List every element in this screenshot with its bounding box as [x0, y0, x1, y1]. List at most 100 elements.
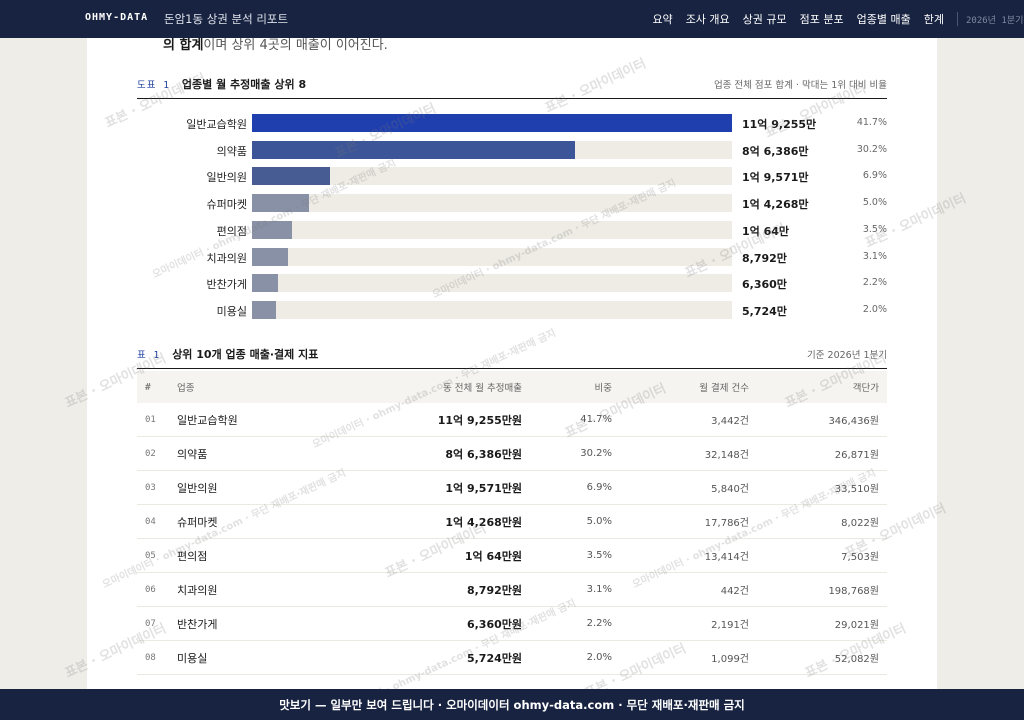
bar-track: [252, 167, 732, 186]
table-row: 03 일반의원 1억 9,571만원 6.9% 5,840건 33,510원: [137, 471, 887, 505]
row-index: 06: [145, 584, 156, 595]
bar-value-label: 8억 6,386만: [742, 144, 809, 158]
bar-share-label: 2.2%: [862, 277, 887, 289]
bar-category-label: 반찬가게: [206, 278, 247, 292]
row-count: 17,786건: [704, 518, 749, 529]
row-avg-price: 29,021원: [834, 620, 879, 631]
th-share: 비중: [594, 383, 612, 394]
row-category: 미용실: [177, 651, 208, 665]
nav-link-sales[interactable]: 업종별 매출: [856, 13, 911, 26]
row-avg-price: 8,022원: [841, 518, 879, 529]
table-row: 06 치과의원 8,792만원 3.1% 442건 198,768원: [137, 573, 887, 607]
table-header-row: # 업종 동 전체 월 추정매출 비중 월 결제 건수 객단가: [137, 371, 887, 403]
row-share: 3.1%: [586, 584, 612, 595]
metrics-table: # 업종 동 전체 월 추정매출 비중 월 결제 건수 객단가 01 일반교습학원…: [137, 371, 887, 675]
bar-share-label: 3.5%: [862, 223, 887, 235]
th-count: 월 결제 건수: [699, 383, 749, 394]
row-avg-price: 7,503원: [841, 552, 879, 563]
row-avg-price: 26,871원: [834, 450, 879, 461]
row-count: 2,191건: [711, 620, 749, 631]
row-share: 30.2%: [580, 448, 612, 459]
row-count: 1,099건: [711, 654, 749, 665]
bar-track: [252, 194, 732, 213]
row-sales: 6,360만원: [466, 617, 522, 631]
bar-share-label: 6.9%: [862, 170, 887, 182]
nav-divider: [957, 12, 958, 26]
bar-category-label: 미용실: [216, 304, 247, 318]
bar-row: 편의점 1억 64만 3.5%: [137, 220, 887, 239]
nav-link-limits[interactable]: 한계: [923, 13, 944, 26]
brand-logo[interactable]: OHMY-DATA: [85, 12, 149, 23]
bar-share-label: 2.0%: [862, 303, 887, 315]
bar-row: 의약품 8억 6,386만 30.2%: [137, 140, 887, 159]
bar-track: [252, 220, 732, 239]
bar-row: 치과의원 8,792만 3.1%: [137, 247, 887, 266]
row-category: 의약품: [177, 447, 208, 461]
nav-link-scale[interactable]: 상권 규모: [742, 13, 787, 26]
nav-link-distribution[interactable]: 점포 분포: [799, 13, 844, 26]
bar: [252, 274, 279, 293]
row-sales: 1억 4,268만원: [445, 515, 522, 529]
report-title: 돈암1동 상권 분석 리포트: [164, 12, 289, 26]
th-sales: 동 전체 월 추정매출: [443, 383, 522, 394]
row-category: 슈퍼마켓: [177, 515, 218, 529]
row-share: 3.5%: [586, 550, 612, 561]
row-count: 442건: [720, 586, 749, 597]
row-category: 편의점: [177, 549, 208, 563]
row-sales: 1억 9,571만원: [445, 481, 522, 495]
bar: [252, 194, 310, 213]
row-sales: 8억 6,386만원: [445, 447, 522, 461]
row-avg-price: 33,510원: [834, 484, 879, 495]
table-row: 02 의약품 8억 6,386만원 30.2% 32,148건 26,871원: [137, 437, 887, 471]
bar: [252, 114, 732, 132]
bar: [252, 140, 575, 159]
bar-row: 일반교습학원 11억 9,255만 41.7%: [137, 114, 887, 132]
row-sales: 1억 64만원: [464, 549, 522, 563]
nav-period: 2026년 1분기: [966, 15, 1024, 26]
top-nav: OHMY-DATA 돈암1동 상권 분석 리포트 요약 조사 개요 상권 규모 …: [0, 0, 1024, 38]
intro-text: 의 합계이며 상위 4곳의 매출이 이어진다.: [163, 38, 388, 53]
table-row: 04 슈퍼마켓 1억 4,268만원 5.0% 17,786건 8,022원: [137, 505, 887, 539]
row-index: 05: [145, 550, 156, 561]
report-paper: 의 합계이며 상위 4곳의 매출이 이어진다. 도표 1 업종별 월 추정매출 …: [87, 38, 937, 690]
row-index: 04: [145, 516, 156, 527]
bar-row: 일반의원 1억 9,571만 6.9%: [137, 167, 887, 186]
figure1-tag: 도표 1: [137, 80, 170, 91]
row-category: 일반의원: [177, 481, 218, 495]
intro-rest: 이며 상위 4곳의 매출이 이어진다.: [203, 38, 388, 53]
table1-header: 표 1 상위 10개 업종 매출·결제 지표 기준 2026년 1분기: [137, 346, 887, 362]
bar-share-label: 3.1%: [862, 250, 887, 262]
bar-track: [252, 247, 732, 266]
row-index: 07: [145, 618, 156, 629]
row-sales: 8,792만원: [466, 583, 522, 597]
row-share: 6.9%: [586, 482, 612, 493]
table-row: 08 미용실 5,724만원 2.0% 1,099건 52,082원: [137, 641, 887, 675]
bar-value-label: 6,360만: [742, 278, 787, 292]
bar-category-label: 슈퍼마켓: [206, 198, 247, 212]
bar-share-label: 41.7%: [856, 117, 887, 128]
bar-track: [252, 140, 732, 159]
nav-link-summary[interactable]: 요약: [652, 13, 673, 26]
table1-tag: 표 1: [137, 350, 161, 361]
table-row: 01 일반교습학원 11억 9,255만원 41.7% 3,442건 346,436원: [137, 403, 887, 437]
row-avg-price: 198,768원: [828, 586, 879, 597]
bar-value-label: 11억 9,255만: [742, 118, 817, 131]
preview-banner: 맛보기 — 일부만 보여 드립니다 · 오마이데이터 ohmy-data.com…: [0, 689, 1024, 720]
bar-category-label: 편의점: [216, 224, 247, 238]
row-category: 반찬가게: [177, 617, 218, 631]
row-category: 일반교습학원: [177, 413, 238, 427]
nav-links: 요약 조사 개요 상권 규모 점포 분포 업종별 매출 한계 2026년 1분기: [652, 0, 1024, 38]
bar-category-label: 일반의원: [206, 171, 247, 185]
bar: [252, 247, 289, 266]
table-body: 01 일반교습학원 11억 9,255만원 41.7% 3,442건 346,436원 02…: [137, 403, 887, 675]
bar: [252, 300, 276, 319]
row-share: 41.7%: [580, 414, 612, 425]
bar-value-label: 5,724만: [742, 304, 787, 318]
th-index: #: [145, 381, 151, 393]
bar-value-label: 8,792만: [742, 251, 787, 265]
bar-row: 반찬가게 6,360만 2.2%: [137, 274, 887, 293]
bar-track: [252, 274, 732, 293]
bar-track: [252, 300, 732, 319]
row-avg-price: 346,436원: [828, 416, 879, 427]
nav-link-overview[interactable]: 조사 개요: [685, 13, 730, 26]
